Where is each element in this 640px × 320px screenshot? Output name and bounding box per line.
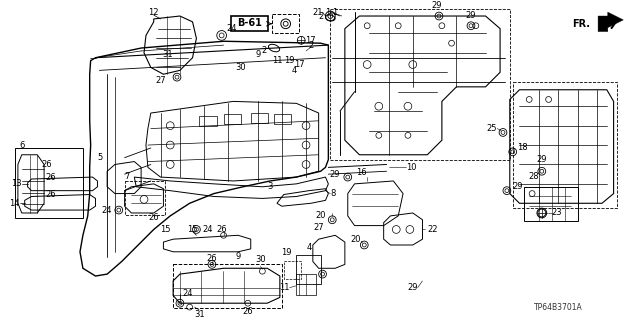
Text: 26: 26 — [243, 307, 253, 316]
Text: 29: 29 — [432, 1, 442, 10]
Text: 17: 17 — [294, 60, 305, 69]
Bar — [296, 255, 321, 284]
Bar — [296, 274, 316, 295]
Text: 10: 10 — [406, 163, 417, 172]
Text: 23: 23 — [552, 208, 562, 218]
Text: 5: 5 — [97, 153, 102, 162]
Text: 9: 9 — [236, 252, 241, 261]
Text: 24: 24 — [202, 225, 212, 234]
Text: 2: 2 — [318, 12, 323, 21]
Text: 2: 2 — [262, 46, 267, 55]
Text: 12: 12 — [148, 8, 159, 17]
Text: 29: 29 — [330, 170, 340, 179]
Text: 25: 25 — [486, 124, 497, 133]
Text: 26: 26 — [148, 213, 159, 222]
Bar — [223, 114, 241, 124]
Text: 20: 20 — [315, 212, 326, 220]
Text: B-61: B-61 — [237, 18, 262, 28]
Text: 30: 30 — [255, 255, 266, 264]
Bar — [330, 9, 510, 160]
Text: 9: 9 — [255, 50, 260, 59]
Bar — [15, 148, 83, 218]
Text: 29: 29 — [536, 156, 547, 164]
Text: 22: 22 — [428, 225, 438, 234]
Bar — [251, 113, 268, 123]
Bar — [125, 181, 165, 215]
Text: 19: 19 — [282, 248, 292, 257]
Text: 26: 26 — [45, 190, 56, 199]
Bar — [274, 114, 291, 124]
Text: 1: 1 — [325, 8, 330, 17]
Text: 11: 11 — [272, 56, 282, 65]
Text: 26: 26 — [42, 160, 52, 169]
Bar — [199, 116, 217, 126]
Text: 19: 19 — [284, 56, 295, 65]
Text: 24: 24 — [226, 24, 237, 33]
Text: 15: 15 — [160, 225, 170, 234]
Bar — [524, 187, 578, 221]
Text: 29: 29 — [466, 11, 476, 20]
Text: 30: 30 — [236, 63, 246, 72]
Bar — [284, 261, 301, 279]
Text: 13: 13 — [11, 180, 22, 188]
Text: 29: 29 — [407, 283, 418, 292]
Text: 18: 18 — [517, 143, 528, 152]
Text: 21: 21 — [312, 8, 323, 17]
Text: 26: 26 — [216, 225, 227, 234]
Text: 31: 31 — [194, 310, 205, 319]
Text: 3: 3 — [268, 182, 273, 191]
Bar — [513, 82, 618, 208]
Text: 29: 29 — [513, 182, 524, 191]
Bar — [173, 264, 282, 308]
Polygon shape — [598, 12, 623, 32]
Text: 16: 16 — [356, 168, 367, 177]
Text: 4: 4 — [307, 243, 312, 252]
Text: 7: 7 — [125, 172, 130, 181]
Text: 24: 24 — [183, 289, 193, 298]
Text: 6: 6 — [19, 140, 24, 149]
Text: 17: 17 — [305, 36, 316, 45]
Text: FR.: FR. — [572, 19, 590, 29]
Text: 26: 26 — [45, 172, 56, 181]
Text: 14: 14 — [10, 199, 20, 208]
Bar — [272, 14, 300, 34]
Text: 26: 26 — [207, 254, 217, 263]
Text: 2: 2 — [308, 41, 314, 50]
FancyArrowPatch shape — [602, 20, 617, 28]
Text: 11: 11 — [279, 283, 289, 292]
Text: 20: 20 — [351, 235, 362, 244]
Text: 31: 31 — [162, 50, 173, 59]
Text: TP64B3701A: TP64B3701A — [534, 303, 583, 312]
Text: 15: 15 — [188, 225, 198, 234]
Bar — [231, 16, 268, 31]
Text: 4: 4 — [291, 66, 297, 75]
Text: 24: 24 — [102, 205, 112, 215]
Text: 1: 1 — [332, 8, 337, 17]
Text: 27: 27 — [156, 76, 166, 84]
Text: 28: 28 — [529, 172, 540, 181]
Text: 8: 8 — [330, 189, 335, 198]
Text: 27: 27 — [314, 223, 324, 232]
